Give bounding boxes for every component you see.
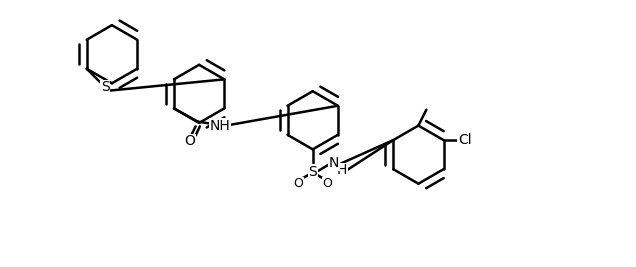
Text: S: S (308, 165, 317, 179)
Text: NH: NH (210, 119, 230, 133)
Text: N: N (329, 156, 339, 170)
Text: O: O (322, 177, 332, 190)
Text: Cl: Cl (458, 133, 472, 147)
Text: O: O (293, 177, 303, 190)
Text: H: H (336, 163, 347, 178)
Text: S: S (101, 80, 109, 94)
Text: O: O (184, 134, 195, 148)
